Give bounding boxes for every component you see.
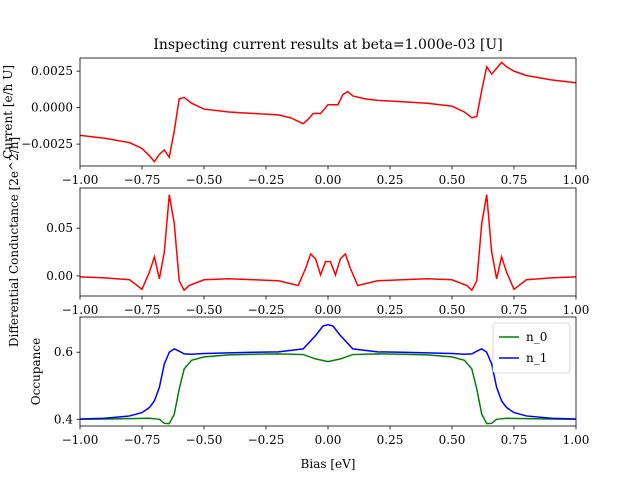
x-tick-label: −1.00 — [62, 303, 99, 317]
plot-frame — [79, 57, 577, 167]
x-tick-label: 1.00 — [563, 173, 590, 187]
series-line-panel2-0 — [80, 194, 576, 292]
x-tick-label: −0.25 — [248, 173, 285, 187]
x-tick-label: 0.75 — [501, 433, 528, 447]
y-axis-label-panel-3: Occupance — [29, 338, 43, 405]
x-tick-label: −0.50 — [186, 173, 223, 187]
legend: n_0 n_1 — [492, 322, 571, 374]
x-tick-label: 1.00 — [563, 433, 590, 447]
x-tick-label: 0.25 — [377, 433, 404, 447]
series-line-panel1-0 — [80, 61, 576, 163]
y-tick-label: −0.0025 — [21, 137, 73, 151]
plot-frame — [79, 187, 577, 297]
x-tick-label: 0.50 — [439, 173, 466, 187]
y-tick-label: 0.0000 — [31, 101, 73, 115]
y-tick-label: 0.0025 — [31, 64, 73, 78]
y-tick-label: 0.6 — [54, 345, 73, 359]
x-tick-label: 0.50 — [439, 433, 466, 447]
x-axis-label: Bias [eV] — [301, 457, 356, 471]
x-tick-label: 0.25 — [377, 303, 404, 317]
x-tick-label: −1.00 — [62, 433, 99, 447]
legend-box — [492, 322, 571, 374]
panel-3: −1.00 −0.75 −0.50 −0.25 0.00 0.25 0.50 0.75 1.00… — [29, 316, 590, 471]
y-axis-label-panel-2: Differential Conductance [2e^2/h] — [7, 137, 21, 347]
x-tick-label: 1.00 — [563, 303, 590, 317]
x-tick-label: 0.75 — [501, 173, 528, 187]
y-axis-label-panel-1: Current [e/ħ U] — [1, 65, 15, 159]
panel-1: −1.00 −0.75 −0.50 −0.25 0.00 0.25 0.50 0.75 1.00… — [1, 57, 590, 187]
x-tick-label: −0.25 — [248, 303, 285, 317]
x-tick-label: −1.00 — [62, 173, 99, 187]
x-tick-label: −0.75 — [124, 433, 161, 447]
series-line-n_0 — [80, 353, 576, 425]
panel-2: −1.00 −0.75 −0.50 −0.25 0.00 0.25 0.50 0.75 1.00… — [7, 137, 589, 347]
x-tick-label: 0.75 — [501, 303, 528, 317]
legend-label-n_1: n_1 — [526, 351, 547, 365]
chart-title: Inspecting current results at beta=1.000… — [153, 37, 502, 53]
x-tick-label: −0.25 — [248, 433, 285, 447]
y-tick-label: 0.05 — [46, 221, 73, 235]
x-tick-label: 0.00 — [315, 173, 342, 187]
x-tick-label: −0.75 — [124, 303, 161, 317]
x-tick-label: 0.00 — [315, 303, 342, 317]
x-tick-label: 0.00 — [315, 433, 342, 447]
x-tick-label: 0.50 — [439, 303, 466, 317]
x-tick-label: −0.75 — [124, 173, 161, 187]
x-tick-label: 0.25 — [377, 173, 404, 187]
y-tick-label: 0.00 — [46, 269, 73, 283]
x-tick-label: −0.50 — [186, 433, 223, 447]
y-tick-label: 0.4 — [54, 412, 73, 426]
legend-label-n_0: n_0 — [526, 330, 547, 344]
x-tick-label: −0.50 — [186, 303, 223, 317]
